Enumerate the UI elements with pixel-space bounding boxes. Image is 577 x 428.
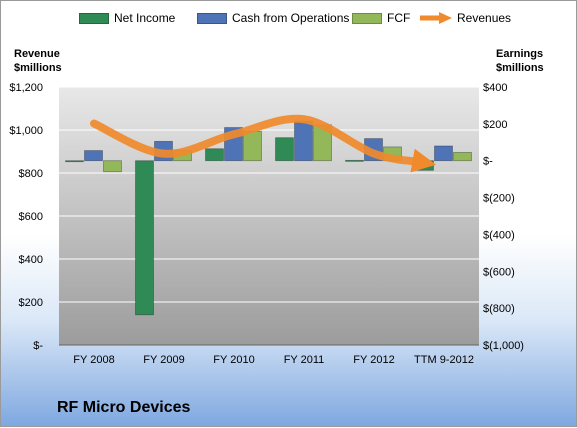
left-tick-label: $1,200 [9,82,43,94]
x-tick-label: TTM 9-2012 [414,354,474,366]
legend-label-fcf: FCF [387,11,411,25]
company-name: RF Micro Devices [57,399,191,416]
left-tick-label: $400 [19,254,43,266]
bar-cash-from-operations [84,150,103,162]
left-axis-title-line1: Revenue [14,48,60,60]
bar-net-income [275,137,294,162]
legend-item-cash-from-operations: Cash from Operations [197,11,349,25]
bar-net-income [345,159,364,162]
right-tick-label: $(600) [483,266,515,278]
right-tick-label: $400 [483,82,507,94]
right-tick-label: $200 [483,119,507,131]
legend-item-fcf: FCF [352,11,410,25]
left-tick-label: $600 [19,211,43,223]
x-tick-label: FY 2009 [143,354,184,366]
x-tick-label: FY 2011 [284,354,325,366]
legend-label-cash-from-operations: Cash from Operations [232,11,350,25]
left-tick-label: $200 [19,297,43,309]
right-tick-label: $(200) [483,193,515,205]
left-tick-label: $1,000 [9,125,43,137]
right-axis-title-line2: $millions [496,62,544,74]
legend-swatch-cash-from-operations [197,12,227,24]
right-tick-label: $(800) [483,303,515,315]
bar-fcf [243,130,262,162]
left-tick-label: $800 [19,168,43,180]
bar-cash-from-operations [434,145,453,162]
bar-fcf [453,152,472,162]
right-tick-label: $(400) [483,229,515,241]
legend-swatch-net-income [79,12,109,24]
right-axis-title-line1: Earnings [496,48,544,60]
x-tick-label: FY 2008 [73,354,114,366]
right-tick-label: $(1,000) [483,340,524,352]
left-axis-title-line2: $millions [14,62,62,74]
bar-cash-from-operations [294,120,313,162]
legend-swatch-fcf [352,12,382,24]
legend-item-revenues: Revenues [419,11,511,25]
legend-arrow-revenues [420,12,452,24]
bar-fcf [103,160,122,173]
revenues-line [90,114,437,173]
legend: Net Income Cash from Operations FCF Reve… [1,11,577,35]
legend-item-net-income: Net Income [79,11,175,25]
x-tick-label: FY 2010 [213,354,254,366]
bar-net-income [65,160,84,163]
left-axis-title: Revenue $millions [14,47,62,75]
bar-net-income [205,148,224,162]
x-tick-label: FY 2012 [353,354,394,366]
left-tick-label: $- [33,340,43,352]
bar-net-income [135,160,154,316]
right-tick-label: $- [483,156,493,168]
legend-label-revenues: Revenues [457,11,512,25]
legend-label-net-income: Net Income [114,11,176,25]
right-axis-title: Earnings $millions [496,47,544,75]
